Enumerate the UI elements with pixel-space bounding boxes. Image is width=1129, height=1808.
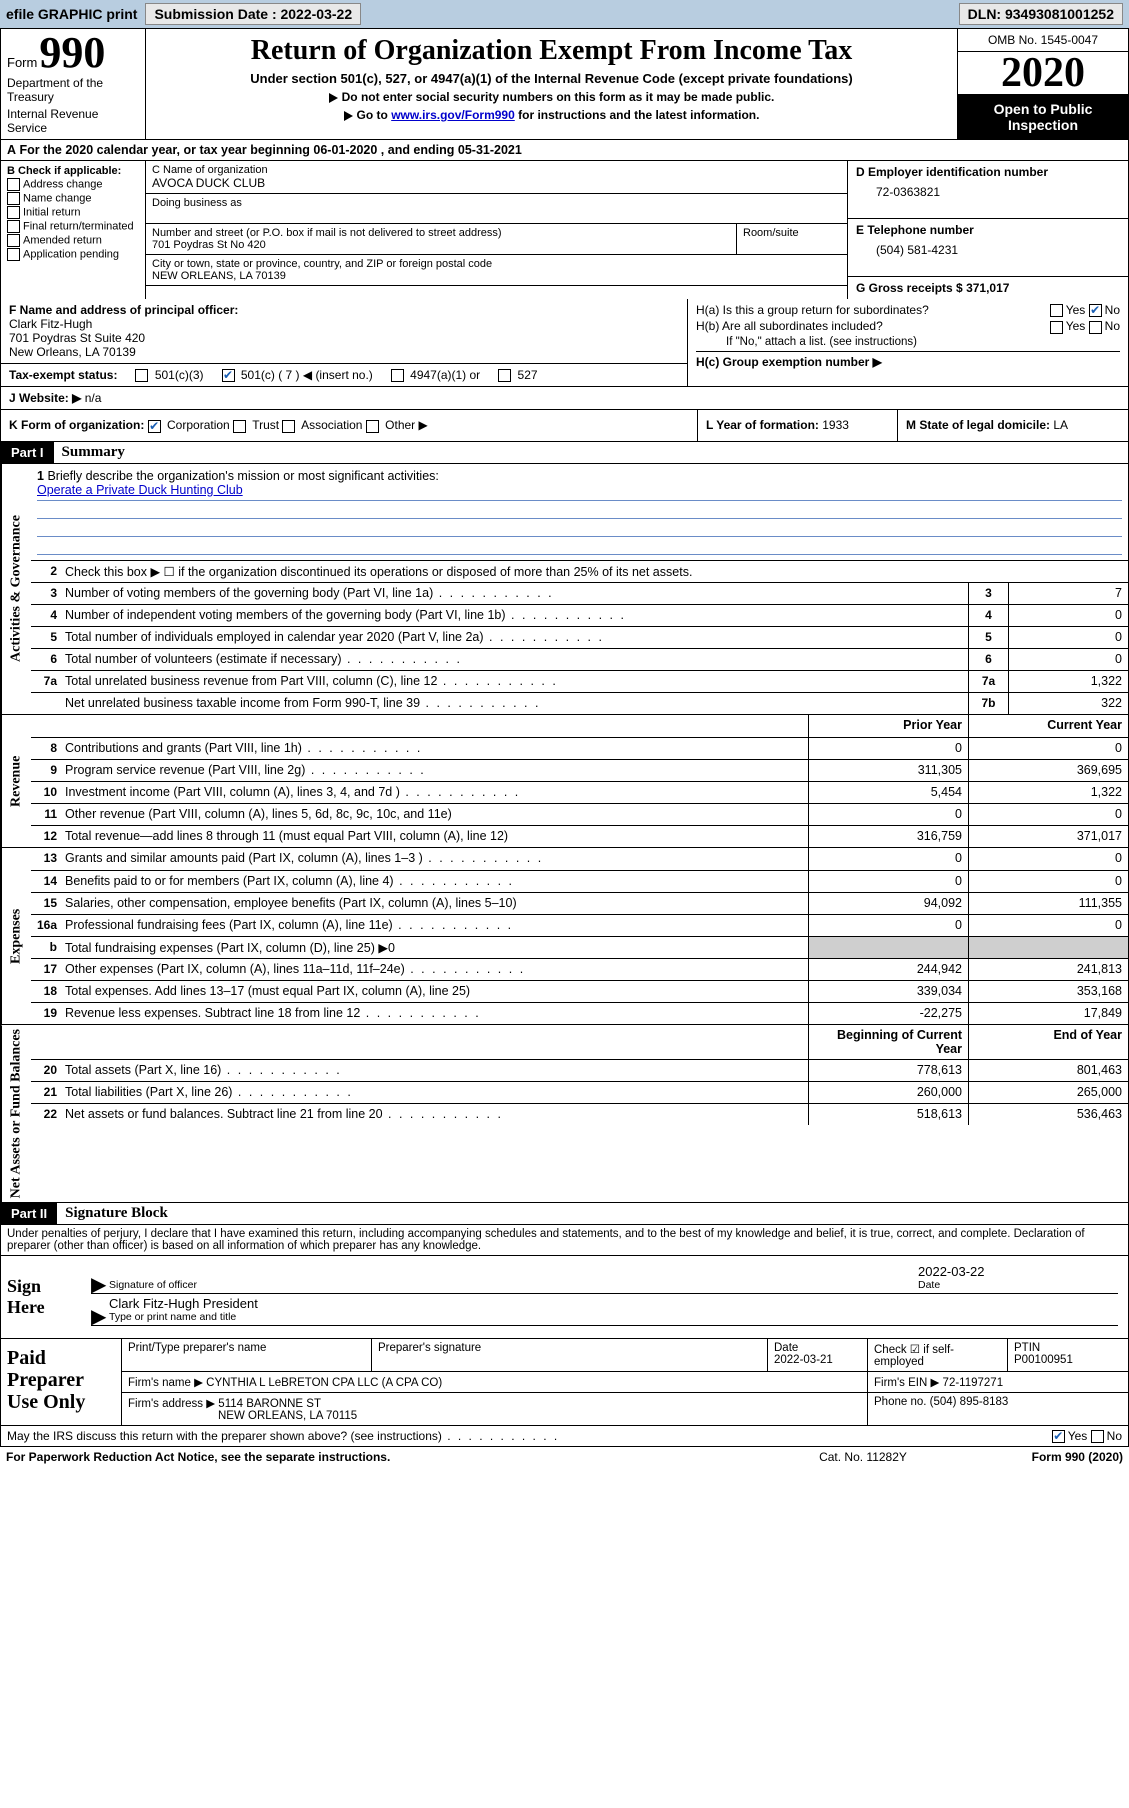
h-group-return: H(a) Is this a group return for subordin… bbox=[688, 299, 1128, 386]
i-label: Tax-exempt status: bbox=[9, 368, 117, 382]
form-header: Form 990 Department of the Treasury Inte… bbox=[0, 28, 1129, 140]
j-website: J Website: ▶ n/a bbox=[0, 387, 1129, 410]
c-dba: Doing business as bbox=[146, 194, 847, 224]
tax-year: 2020 bbox=[958, 52, 1128, 94]
efile-label: efile GRAPHIC print bbox=[6, 6, 137, 22]
vlabel-activities: Activities & Governance bbox=[1, 464, 31, 714]
dept-treasury: Department of the Treasury bbox=[7, 76, 139, 104]
d-ein: D Employer identification number 72-0363… bbox=[848, 161, 1128, 219]
checkbox-icon[interactable] bbox=[7, 192, 20, 205]
checkbox-icon[interactable] bbox=[391, 369, 404, 382]
top-bar: efile GRAPHIC print Submission Date : 20… bbox=[0, 0, 1129, 28]
f-principal-officer: F Name and address of principal officer:… bbox=[1, 299, 688, 386]
c-street: Number and street (or P.O. box if mail i… bbox=[146, 224, 737, 255]
checkbox-icon[interactable] bbox=[7, 248, 20, 261]
c-org-name: C Name of organization AVOCA DUCK CLUB bbox=[146, 161, 847, 194]
form-word: Form bbox=[7, 55, 37, 70]
ssn-note: Do not enter social security numbers on … bbox=[342, 90, 775, 104]
goto-prefix: Go to bbox=[357, 108, 392, 122]
footer-line: For Paperwork Reduction Act Notice, see … bbox=[0, 1447, 1129, 1467]
goto-suffix: for instructions and the latest informat… bbox=[515, 108, 760, 122]
e-telephone: E Telephone number (504) 581-4231 bbox=[848, 219, 1128, 277]
header-mid: Return of Organization Exempt From Incom… bbox=[146, 29, 958, 139]
submission-date-button[interactable]: Submission Date : 2022-03-22 bbox=[145, 3, 361, 25]
m-state: M State of legal domicile: LA bbox=[898, 410, 1128, 440]
part-i-header: Part I Summary bbox=[0, 442, 1129, 464]
dln-button[interactable]: DLN: 93493081001252 bbox=[959, 3, 1123, 25]
irs-link[interactable]: www.irs.gov/Form990 bbox=[391, 108, 515, 122]
header-right: OMB No. 1545-0047 2020 Open to Public In… bbox=[958, 29, 1128, 139]
col-b-checkboxes: B Check if applicable: Address change Na… bbox=[1, 161, 146, 299]
c-city: City or town, state or province, country… bbox=[146, 255, 847, 286]
open-inspection: Open to Public Inspection bbox=[958, 95, 1128, 139]
k-form-org: K Form of organization: Corporation Trus… bbox=[1, 410, 698, 440]
l-year-formation: L Year of formation: 1933 bbox=[698, 410, 898, 440]
c-room: Room/suite bbox=[737, 224, 847, 255]
checkbox-icon[interactable] bbox=[498, 369, 511, 382]
row-a-taxyear: A For the 2020 calendar year, or tax yea… bbox=[0, 140, 1129, 161]
irs-label: Internal Revenue Service bbox=[7, 107, 139, 135]
checkbox-icon[interactable] bbox=[7, 234, 20, 247]
checkbox-icon[interactable] bbox=[135, 369, 148, 382]
form-number: 990 bbox=[39, 33, 105, 73]
checkbox-icon[interactable] bbox=[7, 220, 20, 233]
arrow-icon bbox=[329, 93, 338, 103]
paid-preparer-block: Paid Preparer Use Only Print/Type prepar… bbox=[0, 1339, 1129, 1426]
part-ii-header: Part II Signature Block bbox=[0, 1203, 1129, 1225]
arrow-icon bbox=[344, 111, 353, 121]
declaration: Under penalties of perjury, I declare th… bbox=[0, 1225, 1129, 1256]
checkbox-icon[interactable] bbox=[7, 206, 20, 219]
discuss-row: May the IRS discuss this return with the… bbox=[0, 1426, 1129, 1447]
g-gross-receipts: G Gross receipts $ 371,017 bbox=[848, 277, 1128, 299]
form-title: Return of Organization Exempt From Incom… bbox=[154, 35, 949, 67]
vlabel-revenue: Revenue bbox=[1, 715, 31, 847]
header-left: Form 990 Department of the Treasury Inte… bbox=[1, 29, 146, 139]
sign-here-block: Sign Here ▶ Signature of officer 2022-03… bbox=[0, 1256, 1129, 1339]
form-subtitle: Under section 501(c), 527, or 4947(a)(1)… bbox=[154, 71, 949, 86]
checkbox-icon[interactable] bbox=[7, 178, 20, 191]
vlabel-netassets: Net Assets or Fund Balances bbox=[1, 1025, 31, 1202]
omb-number: OMB No. 1545-0047 bbox=[958, 29, 1128, 52]
checkbox-icon[interactable] bbox=[222, 369, 235, 382]
mission-text: Operate a Private Duck Hunting Club bbox=[37, 483, 1122, 501]
vlabel-expenses: Expenses bbox=[1, 848, 31, 1024]
